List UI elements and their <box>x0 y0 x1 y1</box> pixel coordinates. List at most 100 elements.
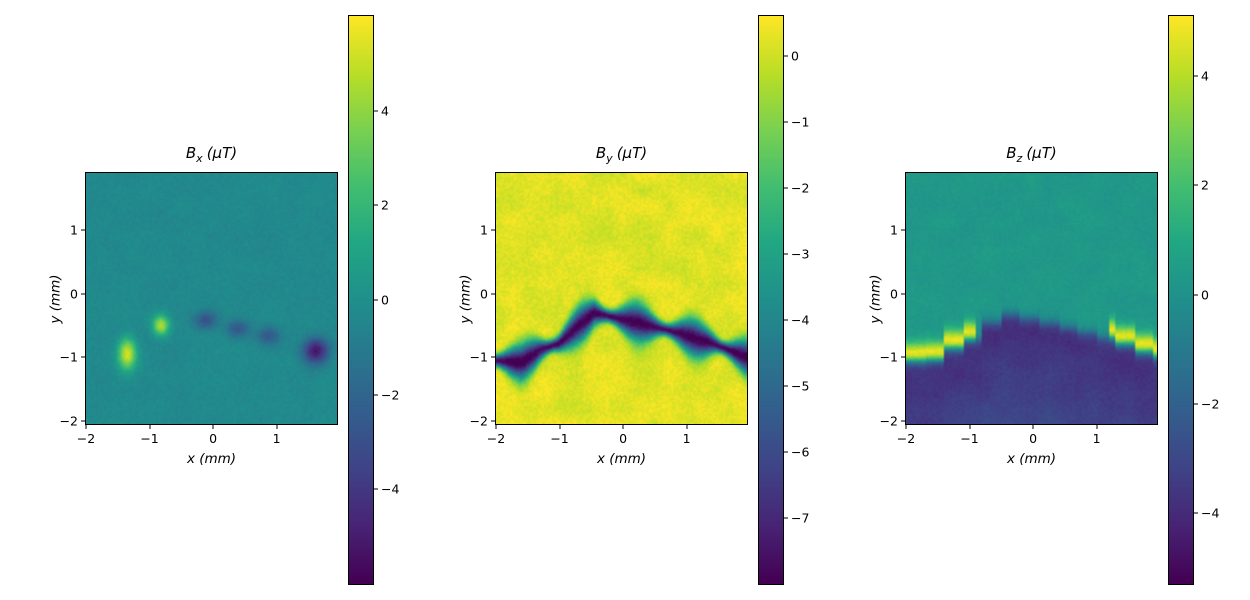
x-tick-mark <box>905 425 907 429</box>
bx-colorbar: 4 2 0 −2 −4 <box>348 15 399 585</box>
y-tick-mark <box>491 420 495 422</box>
colorbar-tick-label: −7 <box>791 510 810 526</box>
x-tick-label: −1 <box>960 431 979 446</box>
bz-title-unit: (µT) <box>1026 144 1057 162</box>
x-tick-label: 0 <box>619 431 628 446</box>
y-tick-mark <box>491 356 495 358</box>
y-tick-mark <box>901 356 905 358</box>
bx-heatmap-image <box>86 173 337 424</box>
x-tick-label: −2 <box>76 431 96 446</box>
colorbar-tick-mark <box>1194 294 1198 296</box>
x-tick-label: 0 <box>209 431 218 446</box>
by-title-symbol: B <box>595 144 607 162</box>
x-tick-mark <box>149 425 151 429</box>
x-tick-label: 1 <box>682 431 691 446</box>
by-title-unit: (µT) <box>616 144 648 162</box>
x-tick-mark <box>969 425 971 429</box>
bx-plot-title: Bx (µT) <box>86 144 337 165</box>
by-plot-area: By (µT) y (mm) 1 0 −1 −2 −2 −1 0 1 x (mm) <box>458 144 748 467</box>
colorbar-tick-mark <box>374 110 378 112</box>
bz-title-symbol: B <box>1006 144 1017 162</box>
y-tick-mark <box>491 293 495 295</box>
colorbar-tick-label: 2 <box>381 197 389 213</box>
colorbar-tick-label: 4 <box>1201 68 1209 84</box>
y-tick-label: −1 <box>879 349 898 365</box>
by-heatmap-image <box>496 173 747 424</box>
colorbar-tick-label: −1 <box>791 114 810 130</box>
x-tick-mark <box>686 425 688 429</box>
bx-colorbar-gradient <box>349 16 373 584</box>
colorbar-tick-mark <box>784 253 788 255</box>
y-tick-mark <box>901 293 905 295</box>
by-title-subscript: y <box>606 152 613 165</box>
colorbar-tick-mark <box>784 517 788 519</box>
bz-colorbar-gradient <box>1169 16 1193 584</box>
y-tick-mark <box>901 420 905 422</box>
y-tick-mark <box>81 356 85 358</box>
bx-x-axis-label: x (mm) <box>186 451 237 467</box>
x-tick-mark <box>276 425 278 429</box>
colorbar-tick-label: −4 <box>381 481 400 497</box>
bx-title-subscript: x <box>196 152 203 165</box>
colorbar-tick-label: 4 <box>381 103 389 119</box>
y-tick-mark <box>491 229 495 231</box>
y-tick-label: 1 <box>70 222 78 238</box>
bx-y-axis-label: y (mm) <box>48 273 64 324</box>
by-y-axis-label: y (mm) <box>458 273 474 324</box>
colorbar-tick-label: −4 <box>1201 505 1220 521</box>
x-tick-label: −2 <box>486 431 506 446</box>
colorbar-tick-label: 0 <box>1201 287 1209 303</box>
x-tick-label: 1 <box>272 431 281 446</box>
y-tick-label: −1 <box>59 349 78 365</box>
by-y-axis-label-wrap: y (mm) <box>456 173 476 424</box>
colorbar-tick-mark <box>784 451 788 453</box>
colorbar-tick-label: −3 <box>791 246 810 262</box>
x-tick-mark <box>85 425 87 429</box>
bz-heatmap-image <box>906 173 1157 424</box>
colorbar-tick-mark <box>374 204 378 206</box>
colorbar-tick-label: −6 <box>791 444 810 460</box>
colorbar-tick-mark <box>1194 512 1198 514</box>
x-tick-label: −1 <box>140 431 159 446</box>
colorbar-tick-mark <box>784 55 788 57</box>
x-tick-mark <box>622 425 624 429</box>
y-tick-mark <box>81 420 85 422</box>
colorbar-tick-mark <box>784 187 788 189</box>
colorbar-tick-mark <box>784 121 788 123</box>
y-tick-label: 1 <box>890 222 898 238</box>
colorbar-tick-mark <box>374 488 378 490</box>
bz-plot-area: Bz (µT) y (mm) 1 0 −1 −2 −2 −1 0 1 x (mm) <box>868 144 1158 467</box>
y-tick-label: 0 <box>480 286 488 302</box>
x-tick-mark <box>1032 425 1034 429</box>
y-tick-label: −2 <box>879 413 898 429</box>
y-tick-mark <box>901 229 905 231</box>
colorbar-tick-label: 2 <box>1201 177 1209 193</box>
bz-y-axis-label: y (mm) <box>868 273 884 324</box>
by-x-axis-label: x (mm) <box>596 451 647 467</box>
by-colorbar-gradient <box>759 16 783 584</box>
bx-y-axis-label-wrap: y (mm) <box>46 173 66 424</box>
y-tick-label: −2 <box>59 413 78 429</box>
colorbar-tick-mark <box>1194 403 1198 405</box>
x-tick-mark <box>559 425 561 429</box>
colorbar-tick-label: −2 <box>381 387 400 403</box>
colorbar-tick-mark <box>784 385 788 387</box>
y-tick-mark <box>81 229 85 231</box>
bx-plot-area: Bx (µT) y (mm) 1 0 −1 −2 −2 −1 0 1 x (mm) <box>48 144 338 467</box>
y-tick-label: −2 <box>469 413 488 429</box>
y-tick-label: 0 <box>70 286 78 302</box>
bz-plot-title: Bz (µT) <box>906 144 1157 165</box>
by-colorbar: 0 −1 −2 −3 −4 −5 −6 −7 <box>758 15 809 585</box>
x-tick-mark <box>495 425 497 429</box>
bz-y-axis-label-wrap: y (mm) <box>866 173 886 424</box>
colorbar-tick-label: −4 <box>791 312 810 328</box>
bz-colorbar: 4 2 0 −2 −4 <box>1168 15 1219 585</box>
x-tick-mark <box>1096 425 1098 429</box>
y-tick-label: 1 <box>480 222 488 238</box>
colorbar-tick-mark <box>374 299 378 301</box>
x-tick-label: −1 <box>550 431 569 446</box>
colorbar-tick-label: −2 <box>1201 396 1220 412</box>
x-tick-label: −2 <box>896 431 916 446</box>
colorbar-tick-mark <box>1194 184 1198 186</box>
